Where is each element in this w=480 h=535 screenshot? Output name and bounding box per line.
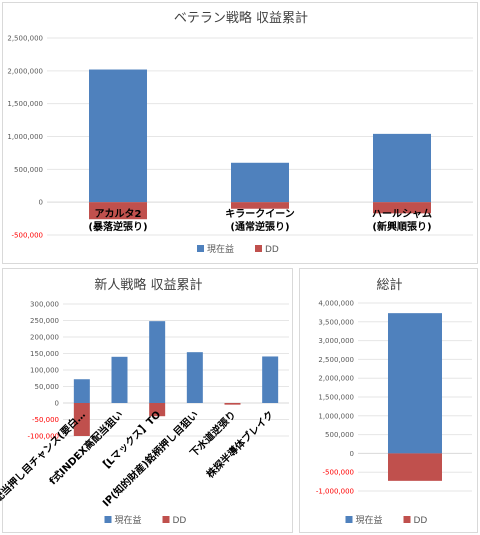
veteran-y-tick-label: -500,000 xyxy=(12,232,43,240)
rookie-legend-swatch-dd xyxy=(162,516,170,523)
rookie-bar-current xyxy=(73,379,90,403)
veteran-y-tick-label: 1,000,000 xyxy=(7,133,43,141)
veteran-y-tick-label: 0 xyxy=(39,199,43,207)
rookie-y-tick-label: 250,000 xyxy=(30,317,59,325)
veteran-chart-title: ベテラン戦略 収益累計 xyxy=(174,10,308,26)
rookie-chart-panel: 新人戦略 収益累計 -100,000 -50,000 0 50,000 100,000 15… xyxy=(0,268,293,533)
total-legend: 現在益 DD xyxy=(345,514,428,526)
rookie-legend: 現在益 DD xyxy=(104,514,187,526)
veteran-y-tick-label: 2,000,000 xyxy=(7,67,43,75)
total-bar-current xyxy=(388,313,442,454)
total-chart-title: 総計 xyxy=(376,277,402,293)
veteran-bar-dd xyxy=(373,202,431,214)
rookie-y-tick-label: 0 xyxy=(55,400,59,408)
veteran-legend-label-current: 現在益 xyxy=(207,243,234,255)
rookie-bar-current xyxy=(262,356,279,403)
rookie-y-tick-label: 200,000 xyxy=(30,334,59,342)
veteran-y-tick-label: 1,500,000 xyxy=(7,100,43,108)
rookie-bar-dd xyxy=(224,403,241,405)
total-y-tick-label: 2,000,000 xyxy=(318,375,354,383)
veteran-bar-current xyxy=(373,133,431,203)
rookie-legend-label-current: 現在益 xyxy=(115,514,142,526)
total-y-tick-label: 4,000,000 xyxy=(318,300,354,308)
veteran-category-label: ハールシャム xyxy=(372,208,432,220)
veteran-y-tick-label: 2,500,000 xyxy=(7,35,43,43)
rookie-bar-current xyxy=(186,352,203,403)
veteran-legend-label-dd: DD xyxy=(265,245,279,255)
total-legend-swatch-current xyxy=(345,516,353,523)
veteran-legend-swatch-current xyxy=(197,245,204,252)
rookie-bar-current xyxy=(111,356,128,403)
total-legend-swatch-dd xyxy=(403,516,411,523)
total-y-tick-label: 3,000,000 xyxy=(318,337,354,345)
total-y-tick-label: 3,500,000 xyxy=(318,318,354,326)
total-chart: 総計 -1,000,000 -500,000 0 500,000 1,000,000 1,5… xyxy=(316,277,472,526)
total-y-tick-label: 1,000,000 xyxy=(318,412,354,420)
rookie-y-tick-label: 100,000 xyxy=(30,367,59,375)
veteran-bar-dd xyxy=(89,202,147,220)
rookie-category-label: 株探半導体ブレイク xyxy=(204,408,277,481)
total-y-tick-label: 1,500,000 xyxy=(318,394,354,402)
veteran-chart: ベテラン戦略 収益累計 -500,000 0 500,000 1,000,000 1,50… xyxy=(7,10,473,255)
rookie-chart: 新人戦略 収益累計 -100,000 -50,000 0 50,000 100,000 15… xyxy=(0,277,289,526)
veteran-category-label: アカルタ2 xyxy=(95,208,142,220)
total-legend-label-current: 現在益 xyxy=(356,514,383,526)
veteran-category-label: (新興順張り) xyxy=(372,220,431,233)
rookie-chart-title: 新人戦略 収益累計 xyxy=(94,277,202,293)
rookie-bar-dd xyxy=(149,403,166,417)
veteran-chart-panel: ベテラン戦略 収益累計 -500,000 0 500,000 1,000,000 1,50… xyxy=(2,2,478,264)
veteran-category-label: (通常逆張り) xyxy=(230,220,289,233)
total-y-tick-label: 0 xyxy=(350,450,354,458)
rookie-y-tick-label: -50,000 xyxy=(32,416,59,424)
rookie-y-tick-label: 300,000 xyxy=(30,301,59,309)
rookie-y-tick-label: 50,000 xyxy=(35,383,60,391)
total-y-tick-label: 500,000 xyxy=(325,431,354,439)
veteran-legend: 現在益 DD xyxy=(197,243,279,255)
rookie-y-tick-label: 150,000 xyxy=(30,350,59,358)
total-legend-label-dd: DD xyxy=(414,516,428,526)
total-y-tick-label: -1,000,000 xyxy=(316,488,354,496)
veteran-bar-current xyxy=(89,69,147,203)
total-chart-panel: 総計 -1,000,000 -500,000 0 500,000 1,000,000 1,5… xyxy=(299,268,478,533)
rookie-legend-swatch-current xyxy=(104,516,112,523)
veteran-legend-swatch-dd xyxy=(255,245,262,252)
rookie-y-tick-label: -100,000 xyxy=(28,433,59,441)
veteran-category-label: キラークイーン xyxy=(225,208,295,220)
veteran-bar-current xyxy=(231,162,289,203)
total-y-tick-label: 2,500,000 xyxy=(318,356,354,364)
veteran-bar-dd xyxy=(231,202,289,209)
rookie-legend-label-dd: DD xyxy=(173,516,187,526)
rookie-bar-dd xyxy=(73,403,90,436)
rookie-bar-current xyxy=(149,321,166,403)
total-y-tick-label: -500,000 xyxy=(323,469,354,477)
total-bar-dd xyxy=(388,453,442,481)
veteran-category-label: (暴落逆張り) xyxy=(88,220,147,233)
veteran-y-tick-label: 500,000 xyxy=(14,166,43,174)
